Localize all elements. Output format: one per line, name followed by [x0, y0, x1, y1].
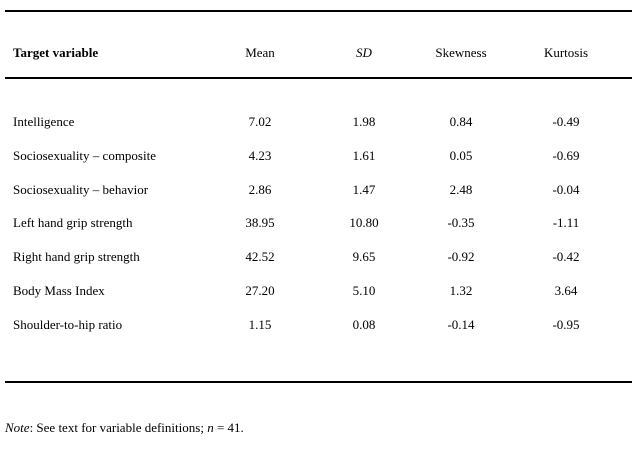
cell-kurtosis: -0.42 [552, 249, 580, 264]
table-note: Note: See text for variable definitions;… [5, 420, 625, 436]
table-header-row: Target variable Mean SD Skewness Kurtosi… [5, 40, 632, 66]
column-header-sd: SD [356, 45, 372, 60]
cell-sd: 9.65 [352, 249, 376, 264]
cell-mean: 2.86 [248, 182, 272, 197]
cell-sd: 5.10 [352, 283, 376, 298]
row-label: Right hand grip strength [13, 249, 140, 264]
cell-sd: 0.08 [352, 317, 376, 332]
cell-sd: 1.47 [352, 182, 376, 197]
cell-skewness: 2.48 [449, 182, 473, 197]
cell-mean: 27.20 [245, 283, 275, 298]
table-bottom-rule [5, 381, 632, 383]
cell-sd: 1.98 [352, 114, 376, 129]
cell-skewness: -0.14 [447, 317, 475, 332]
table-row: Intelligence 7.02 1.98 0.84 -0.49 [5, 105, 632, 139]
table-row: Shoulder-to-hip ratio 1.15 0.08 -0.14 -0… [5, 308, 632, 342]
note-n-symbol: n [207, 420, 214, 435]
cell-kurtosis: -0.95 [552, 317, 580, 332]
row-label: Sociosexuality – composite [13, 148, 156, 163]
table-row: Sociosexuality – composite 4.23 1.61 0.0… [5, 139, 632, 173]
cell-sd: 1.61 [352, 148, 376, 163]
note-label: Note [5, 420, 30, 435]
row-label: Shoulder-to-hip ratio [13, 317, 123, 332]
table-row: Right hand grip strength 42.52 9.65 -0.9… [5, 240, 632, 274]
column-header-mean: Mean [245, 45, 275, 60]
cell-kurtosis: 3.64 [554, 283, 578, 298]
cell-skewness: 1.32 [449, 283, 473, 298]
cell-mean: 7.02 [248, 114, 272, 129]
cell-skewness: 0.84 [449, 114, 473, 129]
row-label: Body Mass Index [13, 283, 105, 298]
row-label: Intelligence [13, 114, 75, 129]
note-n-value: = 41. [213, 420, 244, 435]
row-label: Left hand grip strength [13, 215, 133, 230]
row-label: Sociosexuality – behavior [13, 182, 149, 197]
cell-mean: 4.23 [248, 148, 272, 163]
table-header-rule [5, 77, 632, 79]
cell-skewness: -0.92 [447, 249, 475, 264]
cell-kurtosis: -1.11 [552, 215, 580, 230]
cell-kurtosis: -0.49 [552, 114, 580, 129]
table-top-rule [5, 10, 632, 12]
cell-sd: 10.80 [349, 215, 379, 230]
cell-kurtosis: -0.69 [552, 148, 580, 163]
column-header-kurtosis: Kurtosis [543, 45, 589, 60]
note-body: : See text for variable definitions; [29, 420, 208, 435]
cell-mean: 42.52 [245, 249, 275, 264]
column-header-target-variable: Target variable [13, 45, 99, 60]
cell-kurtosis: -0.04 [552, 182, 580, 197]
table-row: Body Mass Index 27.20 5.10 1.32 3.64 [5, 274, 632, 308]
column-header-skewness: Skewness [435, 45, 487, 60]
table-row: Sociosexuality – behavior 2.86 1.47 2.48… [5, 173, 632, 207]
cell-skewness: 0.05 [449, 148, 473, 163]
cell-mean: 38.95 [245, 215, 275, 230]
cell-mean: 1.15 [248, 317, 272, 332]
cell-skewness: -0.35 [447, 215, 475, 230]
table-row: Left hand grip strength 38.95 10.80 -0.3… [5, 206, 632, 240]
